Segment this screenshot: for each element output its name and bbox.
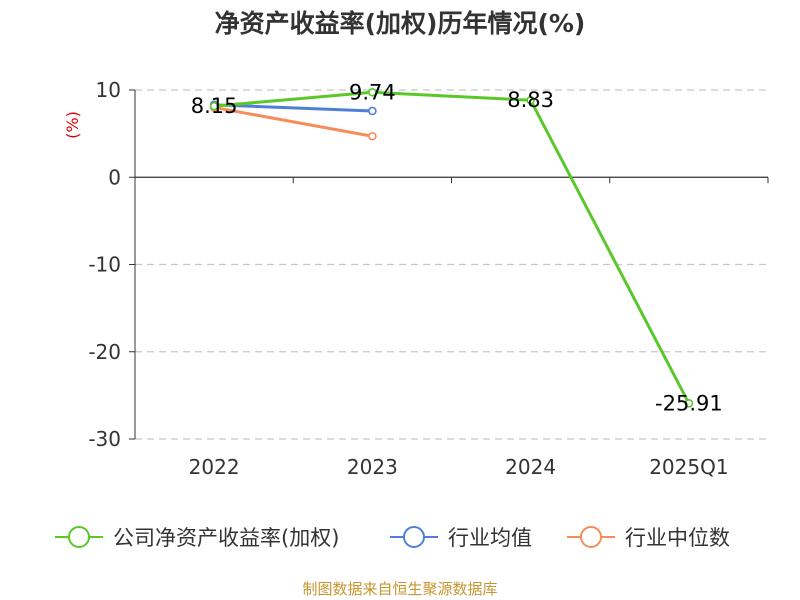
data-label: -25.91 <box>655 391 723 415</box>
legend-marker <box>403 526 425 548</box>
y-tick-label: -10 <box>88 253 121 277</box>
x-tick-label: 2025Q1 <box>649 455 728 479</box>
series-point <box>684 399 694 408</box>
x-tick-label: 2023 <box>347 455 398 479</box>
legend-marker <box>580 526 602 548</box>
series-line <box>213 105 373 138</box>
x-tick-label: 2022 <box>189 455 240 479</box>
y-tick-label: -20 <box>88 340 121 364</box>
source-note: 制图数据来自恒生聚源数据库 <box>302 580 497 598</box>
legend-label: 行业中位数 <box>625 526 730 550</box>
series-lines <box>209 87 694 408</box>
axes: 10 0 -10 -20 -30 2022 2023 2024 2025Q1 <box>88 78 769 479</box>
data-labels: 8.15 9.74 8.83 -25.91 <box>191 80 723 415</box>
legend-label: 公司净资产收益率(加权) <box>113 526 339 550</box>
series-line <box>213 90 691 405</box>
y-tick-label: 0 <box>108 165 121 189</box>
data-label: 8.83 <box>507 88 554 112</box>
legend-marker <box>68 526 90 548</box>
legend-label: 行业均值 <box>448 526 532 550</box>
legend[interactable]: 公司净资产收益率(加权) 行业均值 行业中位数 <box>55 526 730 550</box>
series-line <box>214 103 373 113</box>
data-label: 9.74 <box>349 80 396 104</box>
y-tick-label: 10 <box>96 78 121 102</box>
data-label: 8.15 <box>191 94 238 118</box>
x-tick-label: 2024 <box>505 455 556 479</box>
y-axis-label: (%) <box>63 111 82 139</box>
series-point <box>368 87 377 97</box>
y-tick-label: -30 <box>88 427 121 451</box>
series-point <box>209 101 219 111</box>
grid-lines <box>135 89 768 440</box>
chart-title: 净资产收益率(加权)历年情况(%) <box>215 9 586 38</box>
series-point <box>368 131 377 141</box>
series-point <box>368 106 377 116</box>
series-point <box>526 95 535 105</box>
